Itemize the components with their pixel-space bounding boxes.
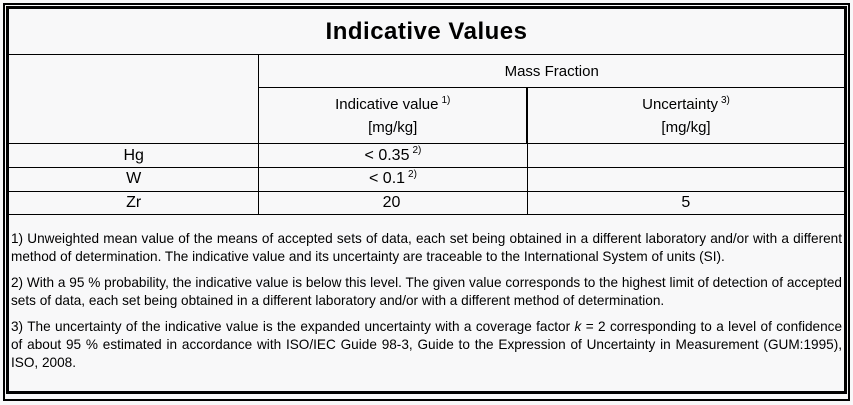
table-row-w: W < 0.1 2) (6, 166, 847, 192)
footnote-ref-2: 2) (408, 168, 417, 180)
column-header-uncertainty: Uncertainty 3) [mg/kg] (526, 87, 847, 145)
footnote-3-pre: 3) The uncertainty of the indicative val… (11, 319, 575, 335)
column-unit: [mg/kg] (661, 118, 711, 136)
column-label: Indicative value (335, 95, 439, 113)
document-frame: Indicative Values Mass Fraction Indicati… (3, 3, 850, 401)
value-text: < 0.1 (369, 170, 406, 188)
footnote-3: 3) The uncertainty of the indicative val… (9, 316, 844, 375)
title-row: Indicative Values (7, 6, 846, 56)
indicative-values-table: Indicative Values Mass Fraction Indicati… (6, 6, 847, 394)
footnote-3-post: = 2 corresponding to a level of confiden… (11, 319, 842, 371)
element-cell: W (6, 166, 260, 192)
footnotes-row: 1) Unweighted mean value of the means of… (7, 214, 846, 393)
table-row-hg: Hg < 0.35 2) (6, 143, 847, 168)
table-title: Indicative Values (7, 6, 846, 56)
footnote-ref-2: 2) (412, 145, 422, 157)
corner-cell (6, 54, 260, 145)
uncertainty-cell: 5 (526, 190, 847, 216)
footnotes-cell: 1) Unweighted mean value of the means of… (7, 214, 846, 393)
footnote-1: 1) Unweighted mean value of the means of… (11, 231, 842, 265)
sub-header-row: Indicative value 1) [mg/kg] Uncertainty 3)… (8, 87, 847, 145)
element-cell: Zr (6, 190, 260, 216)
column-unit: [mg/kg] (368, 118, 418, 136)
indicative-value-cell: < 0.1 2) (258, 166, 528, 192)
footnote-ref-1: 1) (441, 94, 451, 106)
indicative-value-cell: < 0.35 2) (258, 143, 528, 168)
element-cell: Hg (6, 143, 260, 168)
value-text: < 0.35 (364, 146, 410, 164)
indicative-value-cell: 20 (258, 190, 528, 216)
footnote-3-italic-k: k (574, 319, 582, 335)
column-label: Uncertainty (642, 95, 718, 113)
footnote-ref-3: 3) (721, 94, 730, 106)
uncertainty-cell (526, 166, 847, 192)
column-header-indicative-value: Indicative value 1) [mg/kg] (258, 87, 528, 145)
group-header-mass-fraction: Mass Fraction (258, 54, 846, 89)
value-text: 20 (382, 194, 401, 212)
group-header-row: Mass Fraction (6, 54, 846, 145)
footnote-2: 2) With a 95 % probability, the indicati… (11, 275, 842, 309)
table-row-zr: Zr 20 5 (6, 190, 847, 216)
uncertainty-cell (526, 143, 847, 168)
